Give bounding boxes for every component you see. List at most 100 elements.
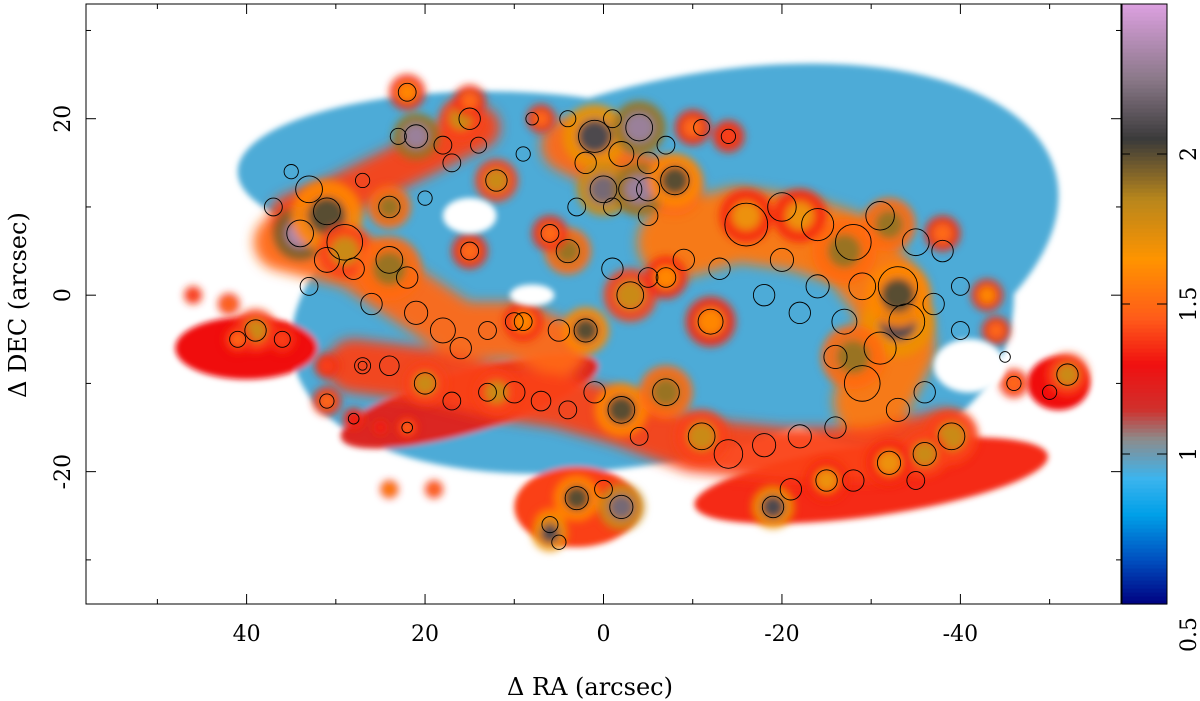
aperture-circle: [578, 119, 612, 153]
aperture-circle: [999, 351, 1011, 363]
colorbar: 0.5 1 1.5 2: [1121, 3, 1200, 652]
colorbar-step: [1122, 176, 1167, 181]
colorbar-step: [1122, 396, 1167, 401]
colorbar-step: [1122, 364, 1167, 369]
colorbar-step: [1122, 384, 1167, 389]
x-tick-label: 20: [411, 622, 439, 647]
knot-core: [372, 251, 407, 286]
colorbar-step: [1122, 252, 1167, 257]
aperture-circle: [652, 378, 680, 407]
colorbar-step: [1122, 432, 1167, 437]
aperture-circle: [913, 381, 936, 404]
aperture-circle: [460, 241, 480, 261]
colorbar-step: [1122, 328, 1167, 333]
colorbar-step: [1122, 460, 1167, 465]
aperture-circle: [637, 267, 659, 288]
knot-core: [230, 331, 246, 347]
aperture-circle: [761, 495, 785, 519]
colorbar-step: [1122, 296, 1167, 301]
aperture-circle: [708, 257, 731, 280]
map-hole: [933, 338, 1006, 393]
colorbar-step: [1122, 80, 1167, 85]
knot-core: [687, 422, 716, 451]
colorbar-step: [1122, 104, 1167, 109]
colorbar-step: [1122, 208, 1167, 213]
aperture-circle: [636, 177, 661, 202]
aperture-circle: [842, 469, 865, 492]
colorbar-step: [1122, 228, 1167, 233]
y-tick-label: 0: [51, 288, 76, 302]
aperture-circle: [805, 274, 830, 299]
colorbar-step: [1122, 416, 1167, 421]
knot-core: [683, 118, 703, 137]
colorbar-step: [1122, 304, 1167, 309]
aperture-circle: [752, 433, 777, 458]
colorbar-step: [1122, 172, 1167, 177]
colorbar-step: [1122, 216, 1167, 221]
colorbar-tick-label: 0.5: [1177, 617, 1200, 652]
colorbar-step: [1122, 532, 1167, 537]
aperture-circle: [551, 534, 567, 550]
knot-core: [378, 195, 401, 219]
colorbar-step: [1122, 376, 1167, 381]
colorbar-step: [1122, 472, 1167, 477]
colorbar-step: [1122, 288, 1167, 293]
aperture-circle: [888, 303, 926, 340]
x-axis-label: Δ RA (arcsec): [507, 673, 673, 701]
aperture-circle: [360, 292, 383, 316]
knot-core: [376, 423, 385, 432]
aperture-circle: [687, 422, 716, 451]
map-hole: [442, 197, 497, 234]
colorbar-step: [1122, 344, 1167, 349]
colorbar-tick-label: 1.5: [1177, 287, 1200, 322]
x-axis: 40 20 0 -20 -40: [156, 4, 1051, 647]
aperture-circle: [503, 381, 526, 404]
aperture-circle: [951, 276, 970, 296]
aperture-circle: [672, 248, 695, 272]
knot-core: [589, 175, 618, 204]
knot-core: [223, 298, 235, 310]
colorbar-step: [1122, 44, 1167, 49]
colorbar-step: [1122, 192, 1167, 197]
aperture-circle: [458, 107, 481, 130]
aperture-circle: [313, 246, 340, 273]
knot-core: [874, 210, 904, 239]
aperture-circle: [843, 365, 881, 402]
knot-core: [330, 237, 359, 266]
colorbar-step: [1122, 520, 1167, 525]
colorbar-step: [1122, 452, 1167, 457]
colorbar-step: [1122, 152, 1167, 157]
aperture-circle: [697, 308, 724, 335]
aperture-circle: [636, 151, 660, 174]
knot-core: [485, 169, 508, 192]
knot-core: [540, 524, 560, 543]
x-tick-label: -20: [764, 622, 799, 647]
aperture-circle: [603, 109, 622, 129]
aperture-circle: [1056, 363, 1079, 386]
colorbar-step: [1122, 308, 1167, 313]
colorbar-step: [1122, 116, 1167, 121]
colorbar-step: [1122, 160, 1167, 165]
knot-core: [1006, 375, 1022, 391]
aperture-circle: [752, 284, 776, 307]
aperture-circle: [442, 391, 462, 411]
aperture-circle: [478, 382, 497, 402]
knot-core: [978, 286, 996, 304]
aperture-circle: [401, 421, 414, 434]
colorbar-step: [1122, 352, 1167, 357]
colorbar-step: [1122, 448, 1167, 453]
aperture-circle: [656, 135, 676, 155]
x-tick-label: 0: [597, 622, 611, 647]
colorbar-step: [1122, 332, 1167, 337]
aperture-circle: [609, 494, 634, 519]
colorbar-step: [1122, 496, 1167, 501]
aperture-circle: [1006, 375, 1022, 391]
x-tick-label: -40: [943, 622, 978, 647]
aperture-circle: [603, 197, 622, 217]
aperture-circle: [263, 197, 283, 217]
colorbar-step: [1122, 96, 1167, 101]
colorbar-step: [1122, 156, 1167, 161]
colorbar-step: [1122, 584, 1167, 589]
colorbar-step: [1122, 92, 1167, 97]
